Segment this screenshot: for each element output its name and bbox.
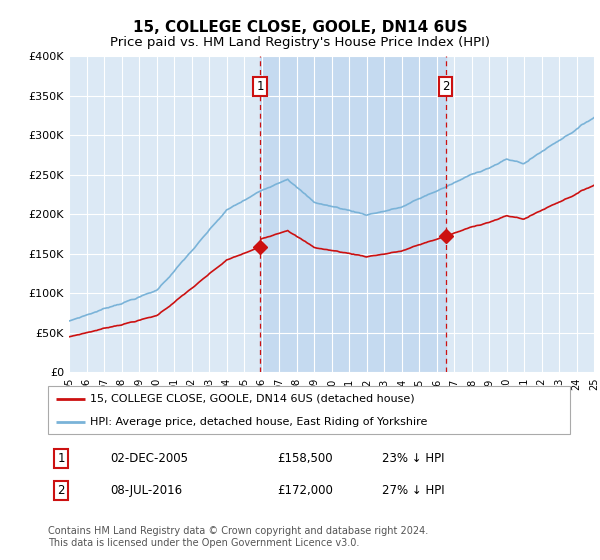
Text: 15, COLLEGE CLOSE, GOOLE, DN14 6US: 15, COLLEGE CLOSE, GOOLE, DN14 6US — [133, 20, 467, 35]
Text: 23% ↓ HPI: 23% ↓ HPI — [382, 452, 445, 465]
Text: £172,000: £172,000 — [278, 484, 334, 497]
Text: 2: 2 — [58, 484, 65, 497]
FancyBboxPatch shape — [48, 386, 570, 434]
Text: 2: 2 — [442, 80, 449, 92]
Text: 02-DEC-2005: 02-DEC-2005 — [110, 452, 188, 465]
Text: 15, COLLEGE CLOSE, GOOLE, DN14 6US (detached house): 15, COLLEGE CLOSE, GOOLE, DN14 6US (deta… — [90, 394, 415, 404]
Text: HPI: Average price, detached house, East Riding of Yorkshire: HPI: Average price, detached house, East… — [90, 417, 427, 427]
Text: £158,500: £158,500 — [278, 452, 334, 465]
Text: Price paid vs. HM Land Registry's House Price Index (HPI): Price paid vs. HM Land Registry's House … — [110, 36, 490, 49]
Text: 1: 1 — [256, 80, 264, 92]
Text: 08-JUL-2016: 08-JUL-2016 — [110, 484, 183, 497]
Text: 27% ↓ HPI: 27% ↓ HPI — [382, 484, 445, 497]
Text: Contains HM Land Registry data © Crown copyright and database right 2024.
This d: Contains HM Land Registry data © Crown c… — [48, 526, 428, 548]
Text: 1: 1 — [58, 452, 65, 465]
Bar — [260, 56, 446, 372]
